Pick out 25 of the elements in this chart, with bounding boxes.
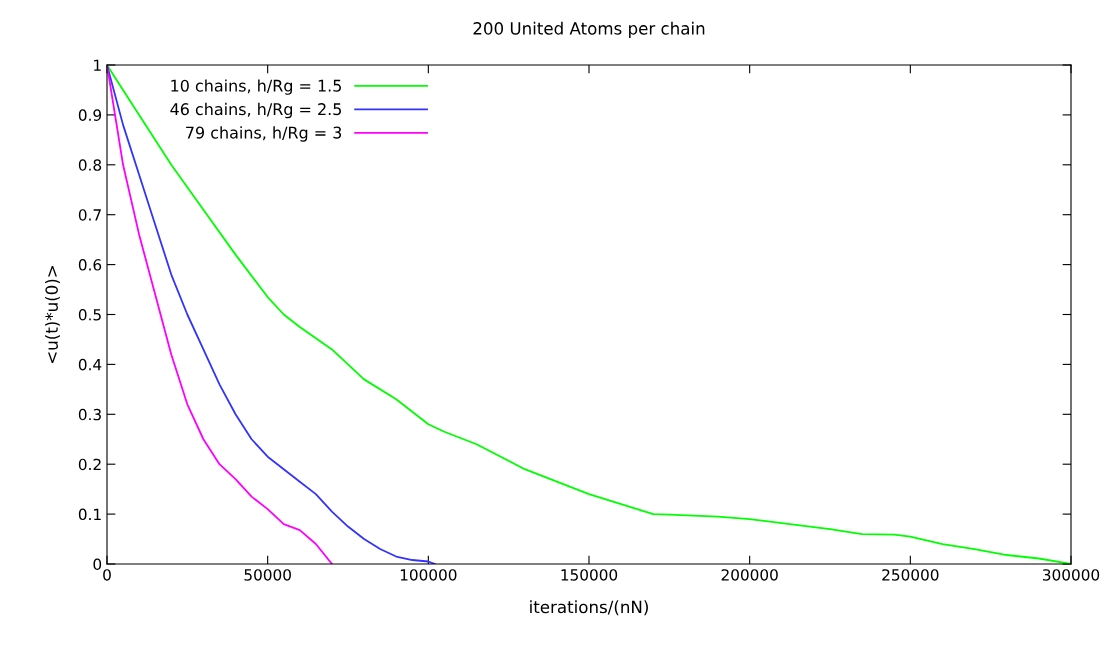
y-tick-label: 0.8 <box>78 159 102 171</box>
x-tick-label: 100000 <box>400 569 457 581</box>
x-axis-title: iterations/(nN) <box>530 600 648 616</box>
y-tick-label: 0.4 <box>78 358 102 371</box>
y-axis-title: <u(t)*u(0)> <box>45 266 60 363</box>
x-tick-label: 0 <box>103 569 111 581</box>
y-tick-label: 0.1 <box>78 508 101 521</box>
x-tick-label: 300000 <box>1043 569 1100 581</box>
y-tick-label: 0.3 <box>78 408 101 421</box>
y-tick-label: 0.5 <box>78 308 101 321</box>
y-tick-label: 0.7 <box>78 209 101 221</box>
x-tick-label: 250000 <box>882 569 939 581</box>
x-tick-label: 200000 <box>721 569 778 581</box>
line-series <box>107 65 1071 564</box>
legend-label: 79 chains, h/Rg = 3 <box>186 126 342 142</box>
y-tick-label: 0.2 <box>78 458 101 471</box>
x-tick-label: 50000 <box>244 569 291 581</box>
y-tick-label: 0.9 <box>78 109 102 121</box>
y-tick-label: 1 <box>94 59 101 71</box>
y-tick-label: 0.6 <box>78 259 102 271</box>
legend-label: 46 chains, h/Rg = 2.5 <box>170 102 341 119</box>
legend-label: 10 chains, h/Rg = 1.5 <box>171 79 341 95</box>
y-tick-label: 0 <box>93 558 102 571</box>
chart-title: 200 United Atoms per chain <box>473 21 705 38</box>
x-tick-label: 150000 <box>561 569 618 581</box>
